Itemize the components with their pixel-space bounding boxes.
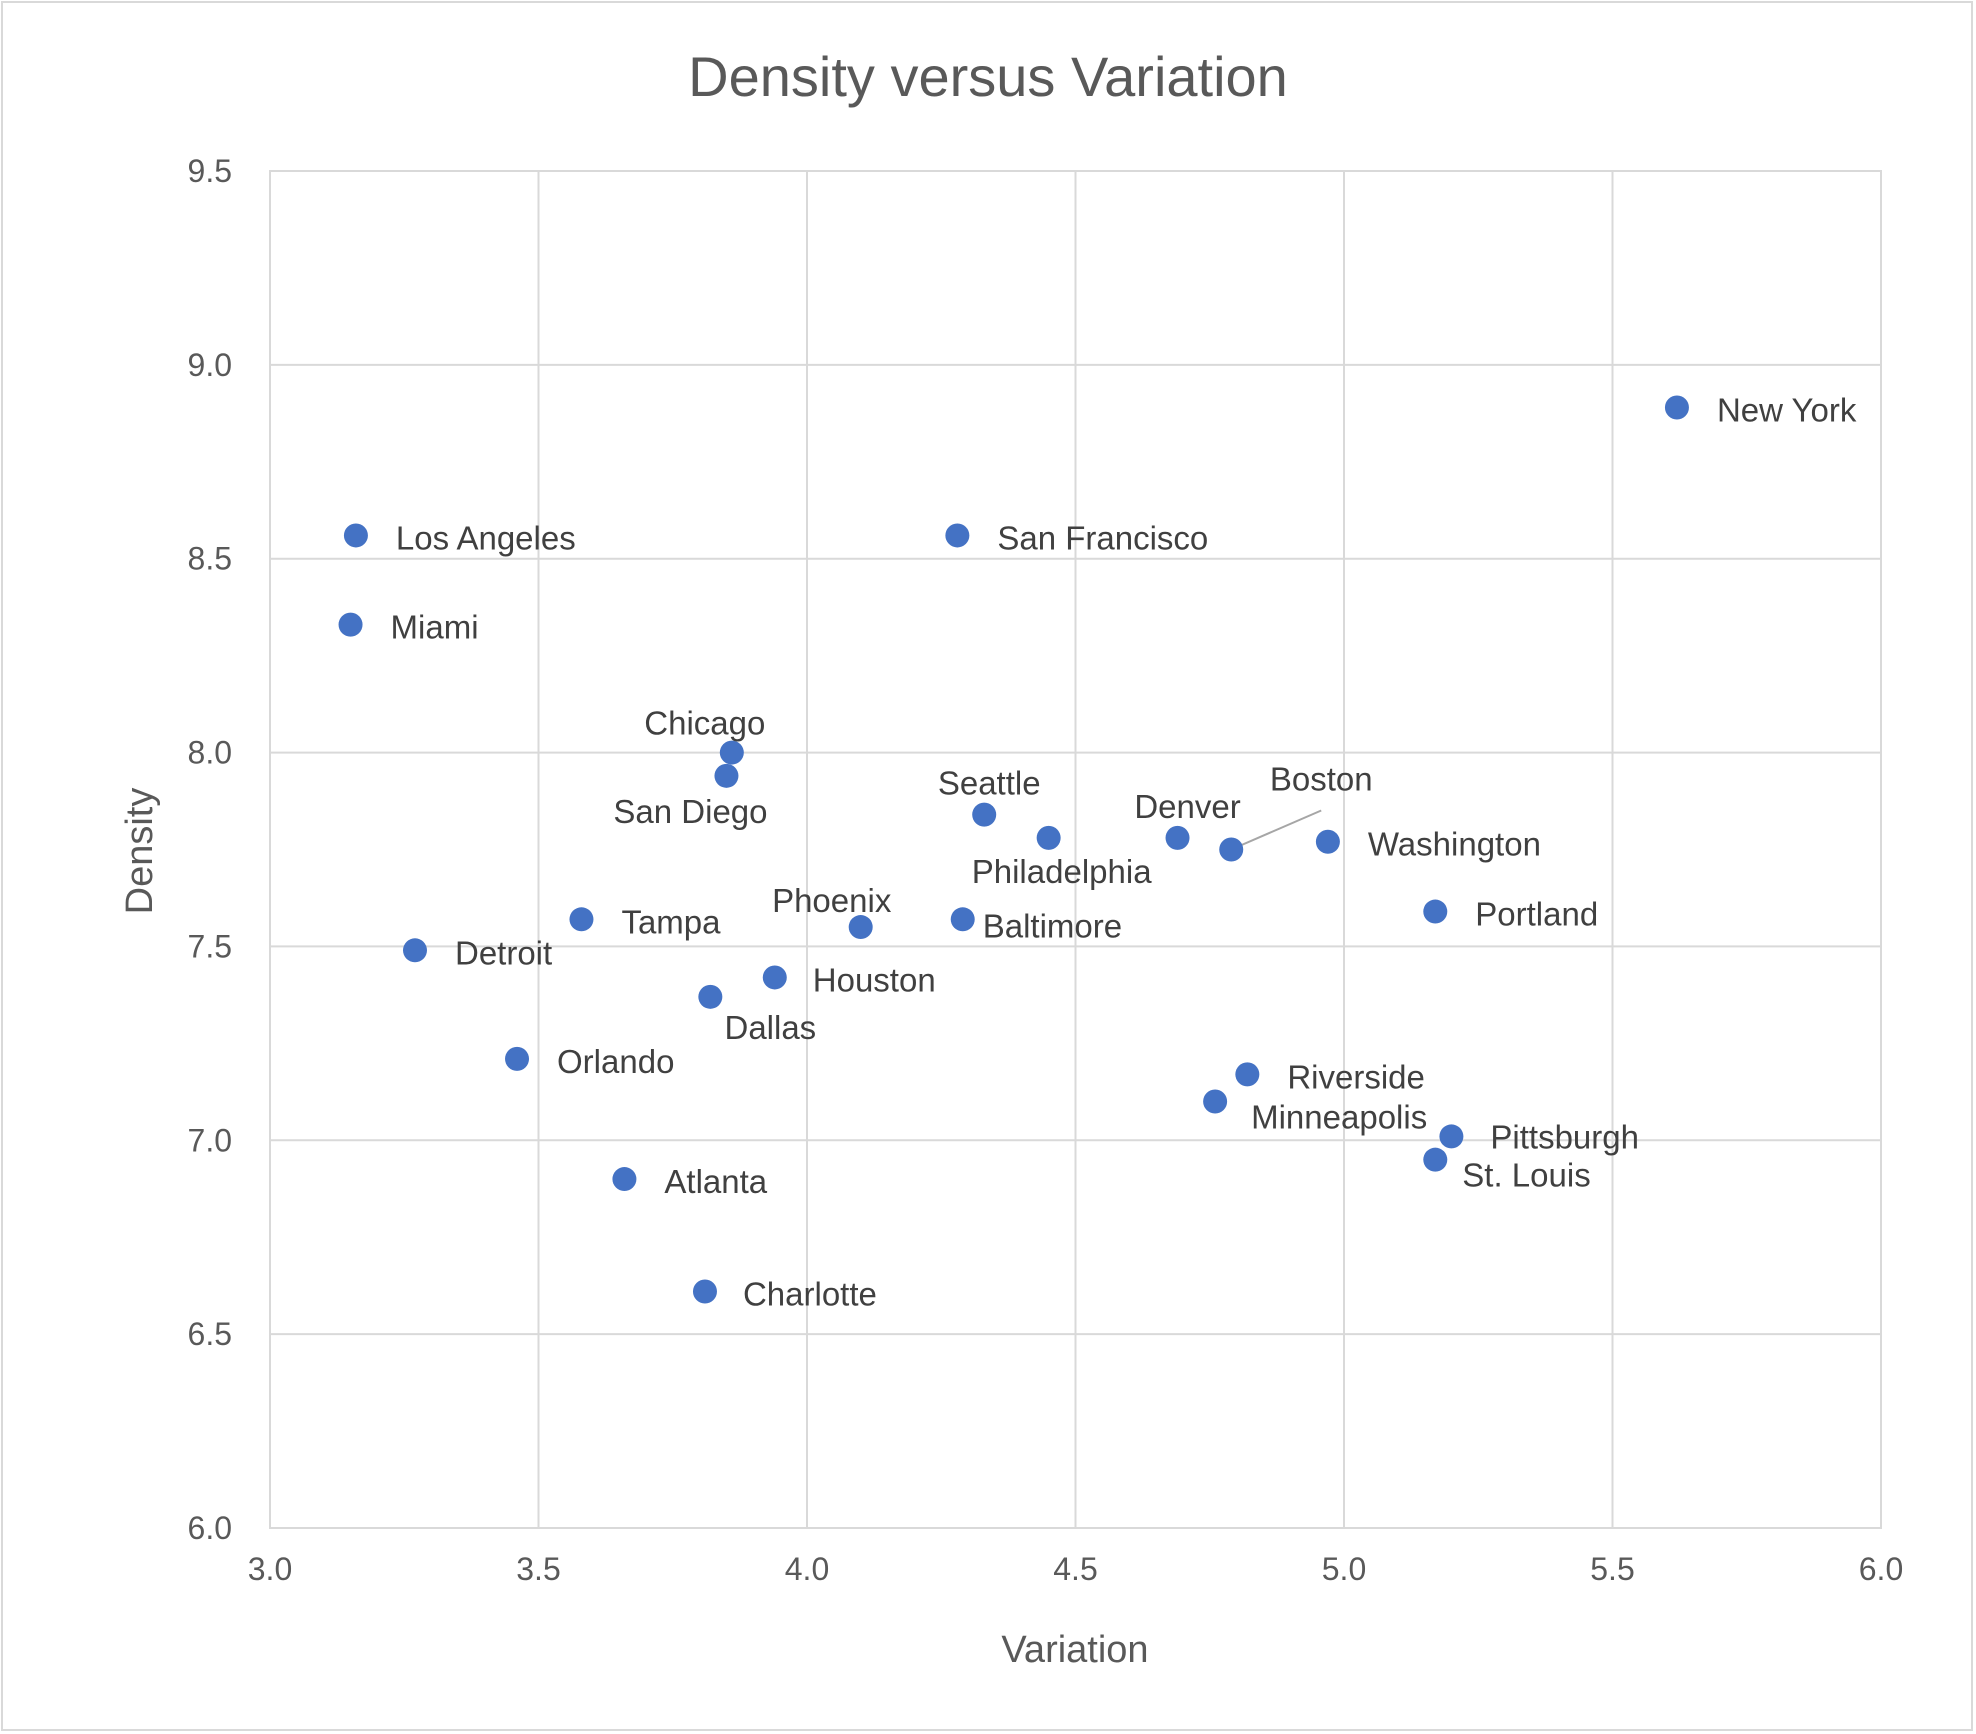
data-point (612, 1167, 637, 1192)
data-points (338, 395, 1689, 1304)
y-tick-label: 9.0 (188, 347, 232, 383)
data-point (1315, 829, 1340, 854)
point-label: Philadelphia (972, 853, 1152, 890)
data-point (1165, 825, 1190, 850)
x-tick-label: 6.0 (1859, 1551, 1903, 1587)
point-label: Houston (813, 961, 936, 998)
data-point (972, 802, 997, 827)
data-point (719, 740, 744, 765)
data-point (1439, 1124, 1464, 1149)
point-label: Pittsburgh (1490, 1118, 1639, 1155)
x-axis-title: Variation (1001, 1629, 1148, 1671)
y-tick-label: 6.0 (188, 1510, 232, 1546)
data-point (762, 965, 787, 990)
x-tick-label: 3.0 (248, 1551, 292, 1587)
point-label: New York (1717, 392, 1857, 429)
x-tick-label: 4.5 (1053, 1551, 1097, 1587)
point-label: Detroit (455, 934, 552, 971)
point-label: Washington (1368, 826, 1541, 863)
point-labels: New York Los Angeles San Francisco Miami Chi… (391, 392, 1857, 1313)
data-point (1423, 1147, 1448, 1172)
point-label: St. Louis (1462, 1157, 1590, 1194)
axis-tick-labels: 3.0 3.5 4.0 4.5 5.0 5.5 6.0 6.0 6.5 7.0 7.5 8.0 8.5 9… (188, 153, 1904, 1587)
y-tick-label: 6.5 (188, 1316, 232, 1352)
point-label: Atlanta (664, 1163, 767, 1200)
point-label: Tampa (621, 903, 721, 940)
data-point (1235, 1062, 1260, 1087)
y-tick-label: 8.0 (188, 735, 232, 771)
y-tick-label: 7.5 (188, 928, 232, 964)
data-point (698, 984, 723, 1009)
y-tick-label: 8.5 (188, 541, 232, 577)
data-point (945, 523, 970, 548)
gridlines (269, 170, 1882, 1529)
data-point (343, 523, 368, 548)
data-point (714, 763, 739, 788)
leader-lines (1230, 809, 1322, 851)
plot-area (269, 170, 1882, 1529)
point-label: Minneapolis (1251, 1099, 1427, 1136)
point-label: Charlotte (743, 1275, 877, 1312)
point-label: Baltimore (983, 907, 1122, 944)
point-label: Miami (391, 609, 479, 646)
y-tick-label: 7.0 (188, 1122, 232, 1158)
y-axis-title: Density (119, 788, 161, 915)
point-label: Denver (1134, 788, 1240, 825)
point-label: Seattle (938, 765, 1041, 802)
point-label: Chicago (644, 705, 765, 742)
point-label: Boston (1270, 761, 1373, 798)
data-point (848, 915, 873, 940)
point-label: San Diego (613, 793, 767, 830)
data-point (569, 907, 594, 932)
chart-title: Density versus Variation (688, 45, 1288, 108)
point-label: Dallas (724, 1009, 816, 1046)
x-tick-label: 5.0 (1322, 1551, 1366, 1587)
data-point (1664, 395, 1689, 420)
data-point (402, 938, 427, 963)
x-tick-label: 3.5 (516, 1551, 560, 1587)
point-label: Portland (1475, 896, 1598, 933)
data-point (1203, 1089, 1228, 1114)
point-label: San Francisco (997, 519, 1208, 556)
data-point (1423, 899, 1448, 924)
point-label: Riverside (1287, 1058, 1425, 1095)
leader-line (1230, 809, 1322, 851)
x-tick-label: 4.0 (785, 1551, 829, 1587)
data-point (692, 1279, 717, 1304)
point-label: Phoenix (772, 882, 892, 919)
x-tick-label: 5.5 (1590, 1551, 1634, 1587)
data-point (505, 1046, 530, 1071)
data-point (950, 907, 975, 932)
data-point (338, 612, 363, 637)
data-point (1036, 825, 1061, 850)
point-label: Los Angeles (396, 519, 576, 556)
y-tick-label: 9.5 (188, 153, 232, 189)
data-point (1219, 837, 1244, 862)
point-label: Orlando (557, 1043, 674, 1080)
